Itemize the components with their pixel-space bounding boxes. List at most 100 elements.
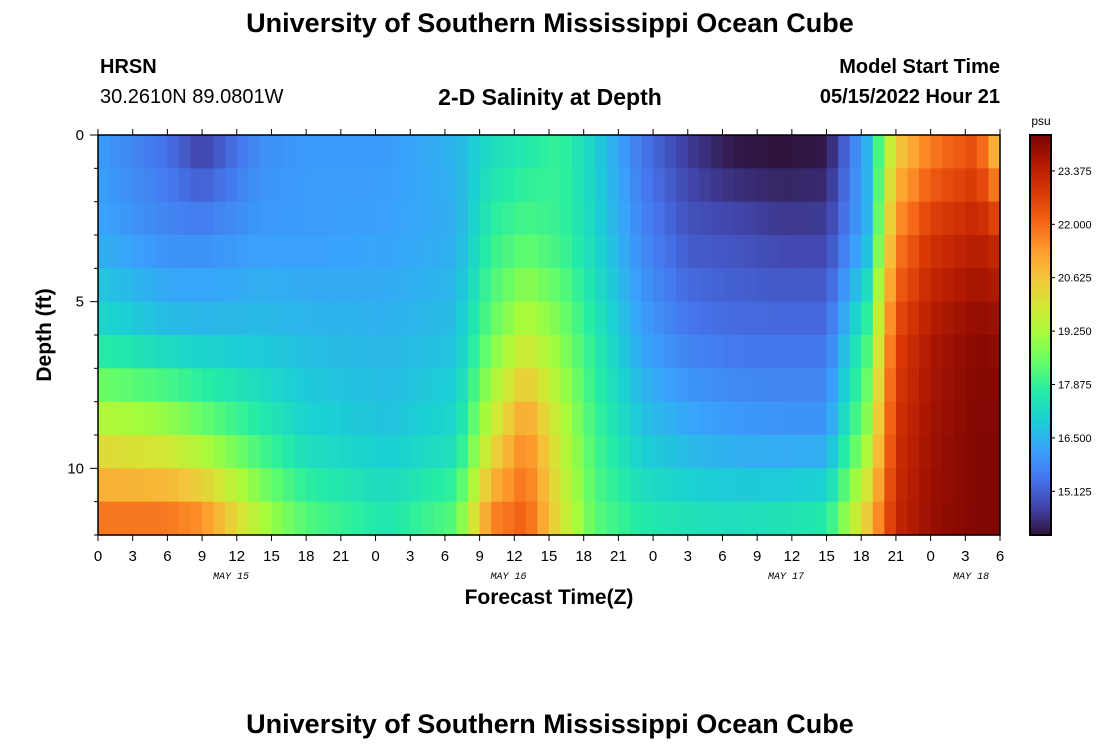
heatmap-cell — [109, 368, 122, 403]
heatmap-cell — [595, 168, 608, 203]
colorbar-swatch — [1030, 528, 1051, 533]
heatmap-cell — [259, 301, 273, 336]
heatmap-cell — [919, 368, 932, 403]
x-tick-label: 15 — [263, 548, 280, 565]
heatmap-cell — [942, 501, 955, 536]
colorbar-swatch — [1030, 181, 1051, 186]
heatmap-cell — [502, 235, 515, 269]
heatmap-cell — [213, 268, 226, 303]
heatmap-cell — [803, 468, 816, 503]
heatmap-cell — [618, 235, 631, 269]
heatmap-cell — [329, 235, 342, 269]
colorbar-swatch — [1030, 225, 1051, 229]
colorbar-swatch — [1030, 208, 1051, 213]
heatmap-cell — [444, 135, 458, 169]
heatmap-cell — [306, 135, 319, 169]
heatmap-cell — [98, 135, 111, 169]
colorbar-swatch — [1030, 271, 1051, 276]
heatmap-cell — [502, 301, 515, 336]
heatmap-cell — [838, 168, 851, 203]
heatmap-cell — [537, 168, 550, 203]
colorbar-swatch — [1030, 161, 1051, 166]
heatmap-cell — [190, 368, 203, 403]
colorbar-swatch — [1030, 175, 1051, 179]
heatmap-cell — [757, 335, 770, 369]
heatmap-cell — [895, 201, 909, 236]
chart-title: University of Southern Mississippi Ocean… — [246, 8, 854, 38]
colorbar-swatch — [1030, 445, 1051, 449]
heatmap-cell — [930, 501, 943, 536]
heatmap-cell — [572, 468, 585, 503]
heatmap-cell — [421, 501, 434, 536]
heatmap-cell — [433, 301, 446, 336]
heatmap-cell — [722, 401, 735, 436]
heatmap-cell — [456, 301, 469, 336]
colorbar-swatch — [1030, 428, 1051, 433]
heatmap-cell — [271, 301, 284, 336]
heatmap-cell — [294, 135, 307, 169]
heatmap-cell — [387, 201, 400, 236]
colorbar-swatch — [1030, 288, 1051, 293]
heatmap-cell — [710, 301, 724, 336]
heatmap-cell — [861, 168, 874, 203]
heatmap-cell — [236, 501, 249, 536]
colorbar-tick-label: 15.125 — [1058, 486, 1092, 498]
heatmap-cell — [525, 335, 539, 369]
heatmap-cell — [572, 201, 585, 236]
heatmap-cell — [456, 268, 469, 303]
heatmap-cell — [271, 468, 284, 503]
heatmap-cell — [178, 468, 192, 503]
heatmap-cell — [213, 201, 226, 236]
heatmap-cell — [190, 201, 203, 236]
heatmap-cell — [687, 135, 700, 169]
x-axis-label: Forecast Time(Z) — [465, 586, 634, 609]
heatmap-cell — [433, 268, 446, 303]
heatmap-cell — [502, 468, 515, 503]
heatmap-cell — [606, 135, 619, 169]
heatmap-cell — [803, 335, 816, 369]
heatmap-cell — [144, 335, 157, 369]
heatmap-cell — [456, 435, 469, 469]
heatmap-cell — [953, 235, 966, 269]
heatmap-cell — [687, 435, 700, 469]
x-tick-label: 21 — [333, 548, 350, 565]
heatmap-cell — [144, 235, 157, 269]
heatmap-cell — [953, 368, 966, 403]
heatmap-cell — [549, 401, 562, 436]
heatmap-cell — [884, 368, 897, 403]
heatmap-cell — [167, 401, 180, 436]
colorbar-swatch — [1030, 511, 1051, 516]
colorbar-swatch — [1030, 215, 1051, 219]
heatmap-cell — [144, 268, 157, 303]
heatmap-cell — [178, 135, 192, 169]
colorbar-swatch — [1030, 461, 1051, 466]
colorbar-swatch — [1030, 195, 1051, 199]
colorbar-swatch — [1030, 158, 1051, 163]
heatmap-cell — [387, 235, 400, 269]
heatmap-cell — [444, 301, 458, 336]
x-tick-label: 18 — [298, 548, 315, 565]
heatmap-cell — [433, 235, 446, 269]
heatmap-cell — [953, 201, 966, 236]
heatmap-cell — [653, 435, 666, 469]
heatmap-cell — [942, 235, 955, 269]
heatmap-cell — [98, 501, 111, 536]
heatmap-cell — [861, 368, 874, 403]
heatmap-cell — [745, 368, 758, 403]
heatmap-cell — [294, 201, 307, 236]
heatmap-cell — [444, 335, 458, 369]
heatmap-cell — [768, 501, 781, 536]
heatmap-cell — [629, 501, 643, 536]
heatmap-cell — [768, 235, 781, 269]
heatmap-cell — [352, 268, 365, 303]
colorbar-swatch — [1030, 518, 1051, 523]
heatmap-cell — [653, 235, 666, 269]
heatmap-cell — [872, 301, 885, 336]
heatmap-cell — [814, 135, 828, 169]
heatmap-cell — [537, 501, 550, 536]
heatmap-cell — [98, 268, 111, 303]
heatmap-cell — [814, 401, 828, 436]
heatmap-cell — [271, 135, 284, 169]
colorbar-swatch — [1030, 415, 1051, 419]
heatmap-cell — [965, 335, 978, 369]
